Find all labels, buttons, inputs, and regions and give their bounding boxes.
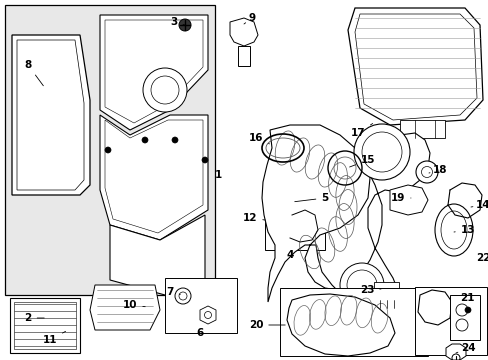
Circle shape (172, 137, 178, 143)
Bar (280, 288, 427, 356)
Text: 12: 12 (242, 213, 264, 223)
Text: 15: 15 (349, 155, 374, 167)
Text: 1: 1 (214, 170, 221, 180)
Polygon shape (100, 115, 207, 240)
Bar (399, 120, 444, 138)
Text: 19: 19 (390, 193, 410, 203)
Circle shape (105, 147, 111, 153)
Bar (238, 46, 249, 66)
Circle shape (43, 311, 57, 325)
Bar (14, 302, 76, 349)
Text: 23: 23 (359, 285, 380, 295)
Text: 17: 17 (350, 123, 372, 138)
Polygon shape (286, 294, 394, 356)
Text: 9: 9 (244, 13, 255, 24)
Circle shape (339, 263, 383, 307)
Text: 2: 2 (24, 313, 44, 323)
Polygon shape (100, 15, 207, 130)
Polygon shape (262, 125, 429, 305)
Text: 6: 6 (196, 328, 203, 338)
Polygon shape (12, 35, 90, 195)
Polygon shape (200, 306, 216, 324)
Bar (373, 282, 398, 300)
Circle shape (464, 307, 470, 313)
Text: 16: 16 (248, 133, 269, 144)
Text: 8: 8 (24, 60, 43, 86)
Text: 18: 18 (428, 165, 447, 175)
Bar (449, 295, 479, 340)
Text: 14: 14 (470, 200, 488, 210)
Text: 21: 21 (459, 293, 473, 303)
Text: 13: 13 (453, 225, 474, 235)
Polygon shape (347, 8, 482, 125)
Bar (10, 298, 80, 353)
Text: 11: 11 (42, 331, 65, 345)
Circle shape (273, 194, 285, 206)
Circle shape (142, 137, 148, 143)
Text: 10: 10 (122, 300, 145, 310)
Polygon shape (110, 215, 204, 295)
Text: 7: 7 (166, 287, 180, 297)
Polygon shape (90, 285, 160, 330)
Circle shape (415, 161, 437, 183)
Polygon shape (389, 185, 427, 215)
Text: 20: 20 (248, 320, 285, 330)
Bar (264, 185, 325, 250)
Bar (5, 5, 215, 295)
Ellipse shape (434, 204, 472, 256)
Circle shape (142, 68, 186, 112)
Circle shape (202, 157, 207, 163)
Text: 4: 4 (286, 250, 293, 260)
Bar (414, 287, 486, 355)
Circle shape (353, 124, 409, 180)
Bar (164, 278, 237, 333)
Text: 24: 24 (455, 343, 474, 353)
Text: 22: 22 (475, 253, 488, 263)
Circle shape (175, 288, 191, 304)
Circle shape (179, 19, 191, 31)
Text: 5: 5 (294, 193, 328, 203)
Polygon shape (445, 344, 465, 360)
Text: 3: 3 (170, 17, 185, 27)
Polygon shape (229, 18, 258, 46)
